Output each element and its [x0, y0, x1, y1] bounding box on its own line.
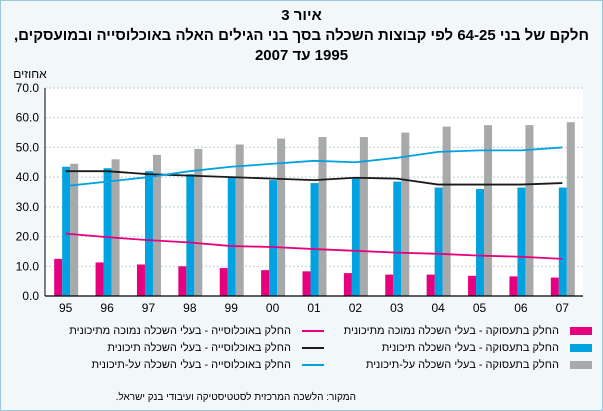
line-series-1	[65, 170, 563, 186]
bar-s2-07	[566, 122, 575, 297]
y-tick-label-5: 50.0	[16, 140, 40, 154]
legend-swatch-bar-low	[570, 327, 592, 336]
bar-s0-97	[136, 264, 145, 296]
x-tick-label-97: 97	[142, 301, 156, 315]
bar-s2-96	[111, 159, 120, 296]
bar-s1-06	[517, 187, 526, 296]
legend-swatch-bar-high	[570, 361, 592, 370]
bar-s2-05	[484, 125, 493, 297]
x-tick-label-06: 06	[514, 301, 528, 315]
bar-s1-04	[434, 187, 443, 296]
legend-item-line-mid: החלק באוכלוסייה - בעלי השכלה תיכונית	[107, 341, 324, 355]
figure-title-line-2: 1995 עד 2007	[254, 47, 349, 64]
bar-s2-97	[152, 154, 161, 296]
bar-s1-96	[103, 168, 112, 296]
y-tick-label-4: 40.0	[16, 170, 40, 184]
bar-s0-98	[178, 266, 187, 296]
bar-s1-97	[144, 171, 153, 296]
x-tick-label-99: 99	[225, 301, 239, 315]
legend-item-bar-low: החלק בתעסוקה - בעלי השכלה נמוכה מתיכונית	[344, 324, 592, 338]
bar-s1-03	[393, 181, 402, 296]
legend-label-line-low: החלק באוכלוסייה - בעלי השכלה נמוכה מתיכו…	[69, 325, 291, 337]
bar-s0-95	[54, 258, 63, 296]
figure-title-block: איור 3 חלקם של בני 64-25 לפי קבוצות השכל…	[0, 6, 603, 66]
bar-s2-04	[442, 126, 451, 296]
axis-layer: 0.0 10.0 20.0 30.0 40.0 50.0 60.0 70.0 95 96 97 98 9…	[16, 81, 583, 315]
bar-layer	[54, 122, 575, 297]
line-layer	[65, 146, 563, 260]
source-note: המקור: הלשכה המרכזית לסטטיסטיקה ועיבודי …	[115, 392, 356, 403]
bar-s1-95	[62, 166, 71, 296]
bar-s0-01	[302, 271, 311, 296]
x-tick-label-96: 96	[100, 301, 114, 315]
bar-s0-02	[343, 273, 352, 296]
bar-s0-06	[509, 276, 518, 296]
bar-s2-02	[359, 137, 368, 296]
legend-item-line-high: החלק באוכלוסייה - בעלי השכלה על-תיכונית	[91, 358, 324, 372]
bar-s1-00	[269, 180, 278, 296]
bar-s0-99	[219, 268, 228, 296]
bar-s2-00	[277, 138, 286, 296]
line-series-0	[65, 232, 563, 260]
y-tick-label-2: 20.0	[16, 230, 40, 244]
legend-label-bar-mid: החלק בתעסוקה - בעלי השכלה תיכונית	[381, 342, 559, 354]
legend-label-bar-high: החלק בתעסוקה - בעלי השכלה על-תיכונית	[365, 359, 559, 371]
bar-s1-07	[558, 187, 567, 296]
legend-swatch-line-mid	[302, 347, 324, 350]
legend-swatch-line-high	[302, 364, 324, 367]
legend-label-line-high: החלק באוכלוסייה - בעלי השכלה על-תיכונית	[91, 359, 291, 371]
x-tick-label-05: 05	[473, 301, 487, 315]
legend-swatch-bar-mid	[570, 344, 592, 353]
y-tick-label-3: 30.0	[16, 200, 40, 214]
bar-s0-05	[468, 275, 477, 296]
bar-s1-98	[186, 174, 195, 296]
bar-s2-03	[401, 132, 410, 296]
x-tick-label-04: 04	[431, 301, 445, 315]
figure-title-line-1: חלקם של בני 64-25 לפי קבוצות השכלה בסך ב…	[14, 27, 589, 44]
bar-s2-99	[235, 144, 244, 296]
legend: החלק בתעסוקה - בעלי השכלה נמוכה מתיכונית…	[42, 320, 592, 376]
x-tick-label-03: 03	[390, 301, 404, 315]
y-tick-label-6: 60.0	[16, 111, 40, 125]
bar-s2-06	[525, 125, 534, 297]
bar-s2-98	[194, 148, 203, 296]
legend-item-bar-mid: החלק בתעסוקה - בעלי השכלה תיכונית	[382, 341, 592, 355]
figure-number: איור 3	[281, 7, 322, 24]
bar-s0-03	[385, 274, 394, 296]
y-tick-label-1: 10.0	[16, 259, 40, 273]
bar-s0-96	[95, 262, 104, 296]
legend-label-line-mid: החלק באוכלוסייה - בעלי השכלה תיכונית	[107, 342, 291, 354]
x-tick-label-01: 01	[307, 301, 321, 315]
bar-s0-00	[261, 270, 270, 296]
bar-s0-04	[426, 274, 435, 296]
legend-label-bar-low: החלק בתעסוקה - בעלי השכלה נמוכה מתיכונית	[343, 325, 559, 337]
bar-s1-99	[227, 177, 236, 296]
y-tick-label-7: 70.0	[16, 81, 40, 95]
legend-item-bar-high: החלק בתעסוקה - בעלי השכלה על-תיכונית	[366, 358, 592, 372]
x-tick-label-00: 00	[266, 301, 280, 315]
line-series-2	[65, 146, 563, 187]
bar-s2-01	[318, 137, 327, 296]
x-tick-label-98: 98	[183, 301, 197, 315]
bar-s1-01	[310, 183, 319, 296]
y-axis-label: אחוזים	[13, 67, 47, 81]
legend-swatch-line-low	[302, 330, 324, 333]
legend-item-line-low: החלק באוכלוסייה - בעלי השכלה נמוכה מתיכו…	[69, 324, 324, 338]
y-tick-label-0: 0.0	[22, 289, 39, 303]
bar-s2-95	[70, 163, 79, 296]
bar-s0-07	[550, 277, 559, 296]
x-tick-label-07: 07	[556, 301, 570, 315]
bar-s1-02	[351, 178, 360, 296]
x-tick-label-02: 02	[349, 301, 363, 315]
bar-s1-05	[476, 189, 485, 296]
x-tick-label-95: 95	[59, 301, 73, 315]
